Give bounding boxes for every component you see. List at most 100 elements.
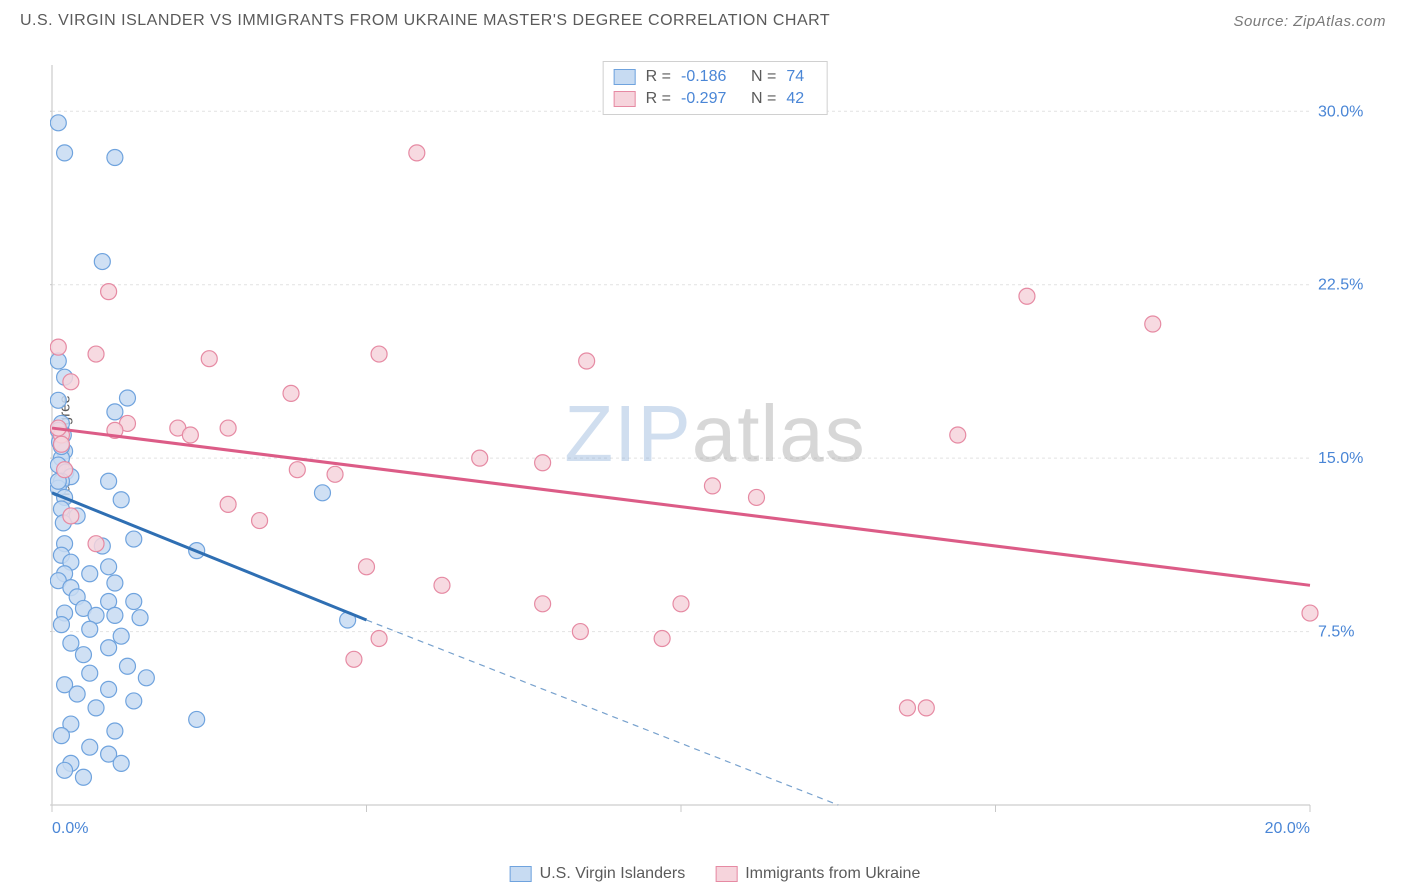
legend-series: U.S. Virgin Islanders Immigrants from Uk… [510, 865, 921, 883]
scatter-point [53, 728, 69, 744]
scatter-point [1019, 288, 1035, 304]
legend-swatch-series1-bottom [510, 866, 532, 882]
scatter-point [126, 531, 142, 547]
source-attribution: Source: ZipAtlas.com [1233, 13, 1386, 30]
trend-line-series1 [52, 493, 367, 620]
legend-correlation: R = -0.186 N = 74 R = -0.297 N = 42 [603, 61, 828, 115]
scatter-point [82, 566, 98, 582]
scatter-point [252, 513, 268, 529]
scatter-point [94, 254, 110, 270]
scatter-point [359, 559, 375, 575]
scatter-point [899, 700, 915, 716]
legend-swatch-series2 [614, 91, 636, 107]
series2-r-value: -0.297 [681, 90, 741, 108]
series1-r-value: -0.186 [681, 68, 741, 86]
scatter-point [1145, 316, 1161, 332]
scatter-point [314, 485, 330, 501]
scatter-point [69, 686, 85, 702]
scatter-point [57, 462, 73, 478]
scatter-point [101, 681, 117, 697]
svg-text:30.0%: 30.0% [1318, 103, 1363, 120]
scatter-point [119, 658, 135, 674]
trend-line-series2 [52, 428, 1310, 585]
series2-name: Immigrants from Ukraine [745, 865, 920, 883]
scatter-point [50, 115, 66, 131]
legend-row-series2: R = -0.297 N = 42 [614, 88, 817, 110]
scatter-point [182, 427, 198, 443]
scatter-point [107, 404, 123, 420]
scatter-point [63, 508, 79, 524]
scatter-point [434, 577, 450, 593]
scatter-point [53, 436, 69, 452]
chart-title: U.S. VIRGIN ISLANDER VS IMMIGRANTS FROM … [20, 12, 830, 30]
scatter-point [371, 346, 387, 362]
scatter-point [88, 700, 104, 716]
scatter-point [57, 145, 73, 161]
scatter-point [107, 607, 123, 623]
scatter-point [113, 755, 129, 771]
scatter-point [579, 353, 595, 369]
scatter-point [82, 739, 98, 755]
scatter-point [409, 145, 425, 161]
scatter-point [748, 489, 764, 505]
scatter-point [50, 392, 66, 408]
scatter-point [63, 635, 79, 651]
scatter-point [107, 575, 123, 591]
scatter-point [126, 594, 142, 610]
series1-n-value: 74 [786, 68, 816, 86]
legend-item-series2: Immigrants from Ukraine [715, 865, 920, 883]
scatter-point [572, 624, 588, 640]
scatter-point [535, 455, 551, 471]
scatter-point [126, 693, 142, 709]
legend-item-series1: U.S. Virgin Islanders [510, 865, 686, 883]
scatter-point [289, 462, 305, 478]
svg-text:20.0%: 20.0% [1265, 820, 1310, 837]
legend-swatch-series1 [614, 69, 636, 85]
scatter-point [535, 596, 551, 612]
trend-extension-series1 [367, 620, 839, 805]
scatter-point [101, 284, 117, 300]
scatter-point [53, 617, 69, 633]
scatter-point [327, 466, 343, 482]
series1-name: U.S. Virgin Islanders [540, 865, 686, 883]
scatter-point [346, 651, 362, 667]
scatter-point [82, 665, 98, 681]
series2-n-value: 42 [786, 90, 816, 108]
scatter-point [107, 150, 123, 166]
scatter-plot: 7.5% 15.0% 22.5% 30.0% 0.0% 20.0% [50, 55, 1380, 845]
scatter-point [1302, 605, 1318, 621]
chart-area: Master's Degree R = -0.186 N = 74 R = -0… [50, 55, 1380, 845]
scatter-point [88, 346, 104, 362]
scatter-point [704, 478, 720, 494]
scatter-point [63, 374, 79, 390]
scatter-point [50, 339, 66, 355]
legend-swatch-series2-bottom [715, 866, 737, 882]
svg-text:7.5%: 7.5% [1318, 624, 1354, 641]
scatter-point [132, 610, 148, 626]
scatter-point [113, 628, 129, 644]
svg-text:22.5%: 22.5% [1318, 277, 1363, 294]
scatter-point [918, 700, 934, 716]
scatter-point [189, 711, 205, 727]
scatter-point [138, 670, 154, 686]
legend-row-series1: R = -0.186 N = 74 [614, 66, 817, 88]
title-bar: U.S. VIRGIN ISLANDER VS IMMIGRANTS FROM … [0, 0, 1406, 38]
scatter-point [220, 420, 236, 436]
scatter-point [950, 427, 966, 443]
scatter-point [119, 390, 135, 406]
scatter-point [75, 769, 91, 785]
scatter-point [220, 496, 236, 512]
scatter-point [107, 723, 123, 739]
scatter-point [101, 473, 117, 489]
svg-text:0.0%: 0.0% [52, 820, 88, 837]
scatter-point [283, 385, 299, 401]
scatter-point [113, 492, 129, 508]
scatter-point [101, 640, 117, 656]
svg-text:15.0%: 15.0% [1318, 450, 1363, 467]
scatter-point [57, 762, 73, 778]
scatter-point [88, 536, 104, 552]
scatter-point [75, 647, 91, 663]
scatter-point [82, 621, 98, 637]
scatter-point [101, 559, 117, 575]
scatter-point [371, 631, 387, 647]
